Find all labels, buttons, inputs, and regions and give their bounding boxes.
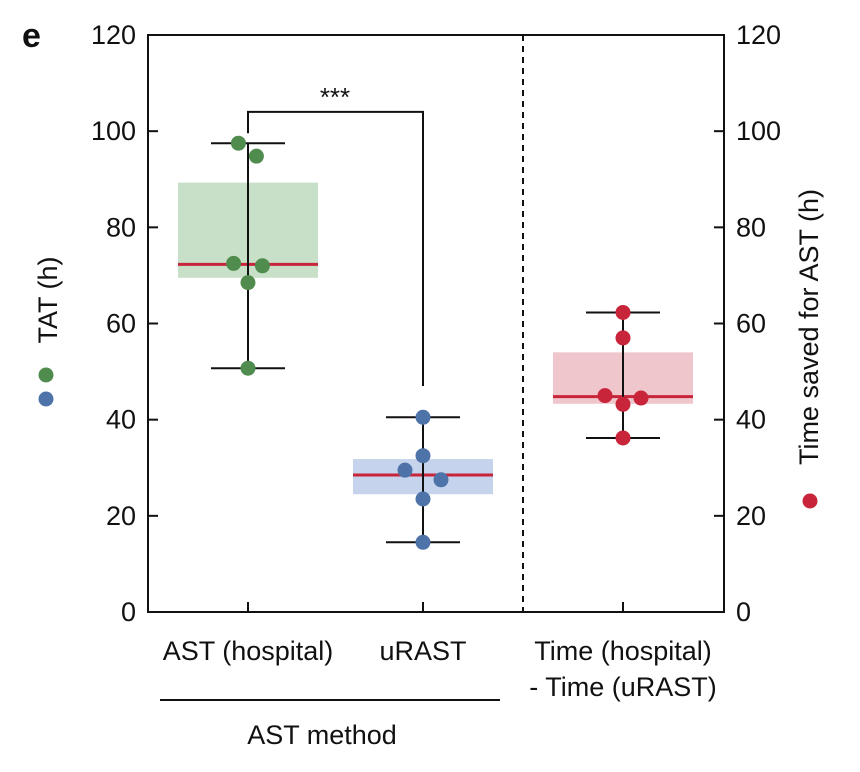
category-label-3-line-1: Time (hospital) <box>534 636 712 666</box>
group-label: AST method <box>247 720 397 750</box>
points-layer <box>226 135 649 550</box>
left-legend-marker-green <box>38 367 54 383</box>
right-legend-marker-red <box>802 493 818 509</box>
category-label-3-line-2: - Time (uRAST) <box>529 672 717 702</box>
left-tick-label-100: 100 <box>91 116 136 146</box>
data-point-1-4 <box>254 258 270 274</box>
plot-border <box>147 34 725 613</box>
left-tick-label-0: 0 <box>121 597 136 627</box>
right-tick-label-100: 100 <box>736 116 781 146</box>
left-tick-label-80: 80 <box>106 212 136 242</box>
data-point-1-6 <box>240 360 256 376</box>
right-tick-label-0: 0 <box>736 597 751 627</box>
data-point-3-4 <box>633 390 649 406</box>
left-axis-title: TAT (h) <box>33 257 63 344</box>
data-point-2-5 <box>415 491 431 507</box>
panel-label: e <box>22 17 41 55</box>
category-label-1: AST (hospital) <box>163 636 334 666</box>
right-tick-label-120: 120 <box>736 20 781 50</box>
data-point-3-2 <box>615 330 631 346</box>
right-tick-label-60: 60 <box>736 309 766 339</box>
data-point-2-4 <box>433 472 449 488</box>
data-point-2-6 <box>415 534 431 550</box>
left-tick-label-20: 20 <box>106 501 136 531</box>
labels-layer: AST (hospital) uRAST Time (hospital) - Time… <box>38 367 818 702</box>
right-tick-label-20: 20 <box>736 501 766 531</box>
left-tick-label-60: 60 <box>106 309 136 339</box>
right-axis-title: Time saved for AST (h) <box>794 189 824 465</box>
left-tick-label-40: 40 <box>106 405 136 435</box>
data-point-1-1 <box>230 135 246 151</box>
data-point-1-2 <box>248 148 264 164</box>
significance-label: *** <box>320 82 350 112</box>
category-label-2: uRAST <box>379 636 466 666</box>
data-point-3-5 <box>615 396 631 412</box>
data-point-2-2 <box>415 448 431 464</box>
data-point-2-3 <box>397 462 413 478</box>
left-tick-label-120: 120 <box>91 20 136 50</box>
significance-bracket <box>247 110 424 387</box>
data-point-3-3 <box>597 388 613 404</box>
data-point-1-5 <box>240 275 256 291</box>
data-point-2-1 <box>415 409 431 425</box>
left-legend-marker-blue <box>38 391 54 407</box>
ticks-layer: 0 20 40 60 80 100 120 0 20 40 60 80 100 120 <box>91 20 781 627</box>
data-point-1-3 <box>226 255 242 271</box>
right-tick-label-40: 40 <box>736 405 766 435</box>
right-tick-label-80: 80 <box>736 212 766 242</box>
data-point-3-1 <box>615 304 631 320</box>
data-point-3-6 <box>615 430 631 446</box>
